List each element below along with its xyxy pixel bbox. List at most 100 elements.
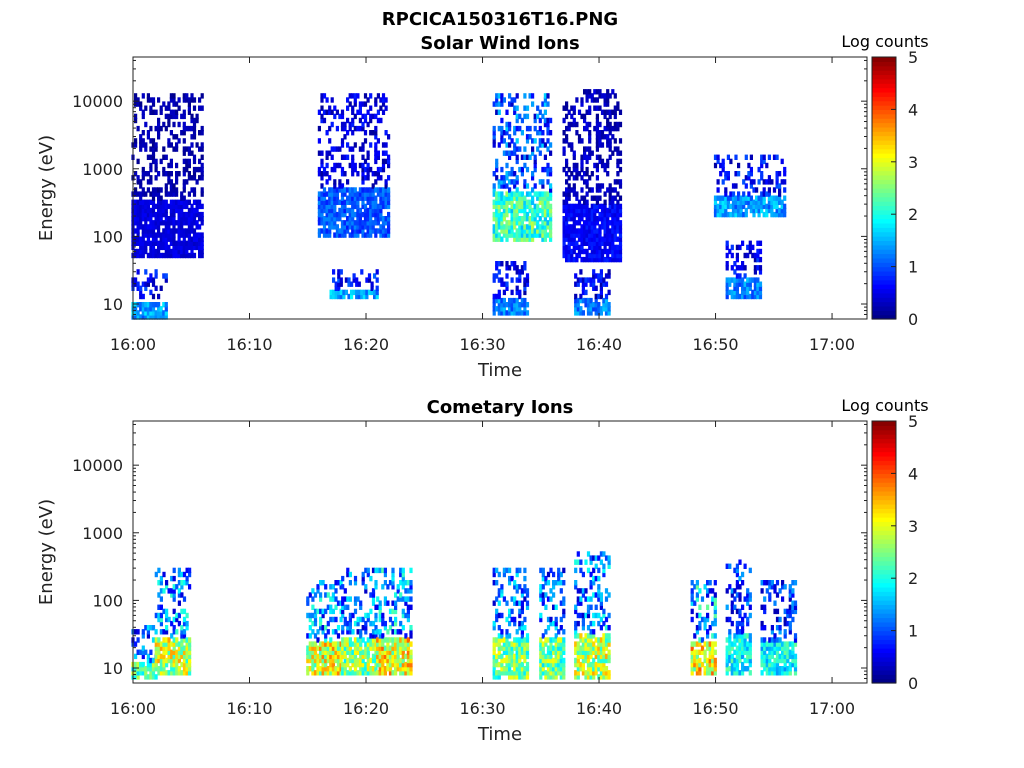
spectrogram-cell: [613, 187, 617, 193]
spectrogram-cell: [562, 649, 566, 655]
spectrogram-cell: [348, 187, 352, 193]
spectrogram-cell: [162, 273, 166, 279]
spectrogram-cell: [358, 162, 362, 169]
spectrogram-cell: [730, 653, 734, 660]
spectrogram-cell: [139, 134, 143, 140]
spectrogram-cell: [600, 142, 605, 148]
spectrogram-cell: [172, 608, 176, 615]
spectrogram-cell: [165, 637, 169, 643]
spectrogram-cell: [616, 162, 620, 169]
spectrogram-cell: [775, 616, 780, 623]
spectrogram-cell: [177, 216, 181, 222]
spectrogram-cell: [157, 224, 161, 230]
spectrogram-cell: [577, 248, 582, 255]
spectrogram-cell: [584, 645, 588, 651]
spectrogram-cell: [611, 134, 615, 140]
spectrogram-cell: [598, 93, 602, 99]
spectrogram-cell: [192, 121, 197, 128]
spectrogram-cell: [505, 211, 509, 218]
spectrogram-cell: [371, 224, 375, 230]
spectrogram-cell: [141, 113, 145, 120]
spectrogram-cell: [167, 236, 171, 242]
spectrogram-cell: [175, 101, 179, 107]
spectrogram-cell: [162, 653, 166, 660]
spectrogram-cell: [346, 224, 350, 230]
spectrogram-cell: [159, 670, 163, 676]
spectrogram-cell: [510, 166, 514, 173]
spectrogram-cell: [793, 637, 798, 643]
spectrogram-cell: [608, 244, 612, 251]
spectrogram-cell: [378, 600, 382, 606]
spectrogram-cell: [401, 649, 405, 655]
spectrogram-cell: [579, 653, 583, 660]
spectrogram-cell: [141, 187, 145, 193]
spectrogram-cell: [139, 314, 143, 320]
spectrogram-cell: [580, 158, 584, 165]
spectrogram-cell: [326, 645, 330, 651]
spectrogram-cell: [595, 199, 599, 205]
spectrogram-cell: [711, 641, 715, 647]
spectrogram-cell: [618, 220, 623, 226]
spectrogram-cell: [786, 670, 790, 676]
spectrogram-cell: [599, 551, 603, 557]
spectrogram-cell: [374, 653, 378, 660]
spectrogram-cell: [525, 273, 530, 279]
spectrogram-cell: [525, 281, 530, 287]
spectrogram-cell: [572, 109, 576, 115]
spectrogram-cell: [187, 171, 191, 177]
spectrogram-cell: [328, 191, 332, 197]
spectrogram-cell: [329, 653, 333, 660]
spectrogram-cell: [371, 191, 375, 197]
spectrogram-cell: [149, 302, 153, 308]
spectrogram-cell: [613, 203, 617, 210]
spectrogram-cell: [500, 134, 504, 140]
spectrogram-cell: [351, 653, 355, 660]
spectrogram-cell: [157, 657, 161, 664]
spectrogram-cell: [151, 228, 156, 234]
spectrogram-cell: [364, 584, 368, 590]
spectrogram-cell: [366, 670, 370, 676]
spectrogram-cell: [500, 612, 504, 619]
spectrogram-cell: [335, 195, 339, 201]
spectrogram-cell: [753, 289, 757, 296]
spectrogram-cell: [734, 211, 738, 218]
spectrogram-cell: [602, 645, 606, 651]
spectrogram-cell: [765, 653, 769, 660]
spectrogram-cell: [492, 571, 496, 578]
spectrogram-cell: [180, 211, 184, 218]
spectrogram-cell: [409, 661, 413, 668]
colorbar-swatch: [872, 231, 896, 237]
spectrogram-cell: [576, 310, 580, 316]
spectrogram-cell: [741, 653, 745, 660]
spectrogram-cell: [406, 666, 410, 672]
spectrogram-cell: [353, 166, 357, 173]
spectrogram-cell: [581, 661, 585, 668]
spectrogram-cell: [200, 203, 204, 210]
spectrogram-cell: [778, 666, 782, 672]
spectrogram-cell: [523, 584, 527, 590]
spectrogram-cell: [172, 203, 176, 210]
spectrogram-cell: [538, 125, 542, 132]
spectrogram-cell: [589, 555, 593, 561]
spectrogram-cell: [406, 616, 410, 623]
spectrogram-cell: [369, 130, 373, 136]
spectrogram-cell: [333, 191, 337, 197]
spectrogram-cell: [159, 105, 163, 111]
spectrogram-cell: [562, 199, 566, 205]
spectrogram-cell: [735, 285, 739, 291]
spectrogram-cell: [562, 629, 566, 635]
spectrogram-cell: [330, 187, 334, 193]
spectrogram-cell: [195, 220, 199, 226]
spectrogram-cell: [552, 580, 556, 586]
spectrogram-cell: [139, 211, 143, 218]
spectrogram-cell: [613, 248, 617, 255]
spectrogram-cell: [379, 117, 383, 124]
spectrogram-cell: [570, 252, 574, 259]
spectrogram-cell: [748, 240, 752, 246]
spectrogram-cell: [760, 645, 764, 651]
spectrogram-cell: [567, 256, 571, 263]
spectrogram-cell: [760, 670, 764, 676]
spectrogram-cell: [599, 637, 603, 643]
spectrogram-cell: [371, 670, 376, 676]
